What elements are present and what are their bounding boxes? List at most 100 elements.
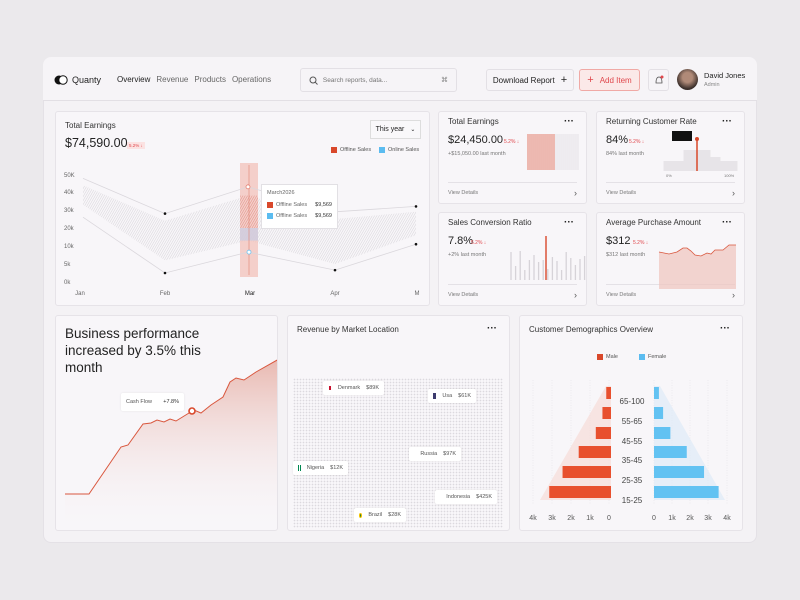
notifications-button[interactable] [648, 69, 669, 91]
location-name: Nigeria [306, 465, 325, 471]
search-box[interactable]: ⌘ [300, 68, 457, 92]
tooltip-label: Offline Sales [276, 202, 308, 208]
legend-swatch [639, 354, 645, 360]
card-title: Total Earnings [448, 117, 499, 126]
location-indonesia[interactable]: Indonesia $425K [435, 490, 497, 504]
view-details-link[interactable]: View Details [448, 190, 479, 196]
bell-icon [655, 75, 663, 83]
download-report-button[interactable]: Download Report + [486, 69, 574, 91]
location-nigeria[interactable]: Nigeria $12K [293, 461, 348, 475]
chevron-right-icon[interactable]: › [574, 290, 577, 300]
plus-icon: + [560, 74, 568, 86]
market-card: Revenue by Market Location ··· Denmark $8… [287, 315, 510, 531]
legend-online: Online Sales [379, 147, 419, 153]
legend-offline: Offline Sales [331, 147, 371, 153]
legend-swatch [597, 354, 603, 360]
female-bar [654, 387, 659, 399]
x-tick-label: Jan [75, 291, 85, 297]
legend-label: Female [648, 354, 667, 360]
kpi-card: Total Earnings ··· $24,450.00 5.2% ↓ +$1… [438, 111, 587, 204]
legend-male: Male [597, 354, 618, 360]
search-input[interactable] [322, 76, 436, 84]
cashflow-tooltip: Cash Flow +7.8% [121, 393, 184, 411]
legend-swatch [331, 147, 337, 153]
legend-female: Female [639, 354, 666, 360]
nav-products[interactable]: Products [194, 75, 226, 84]
female-axis-tick: 3k [704, 515, 712, 522]
more-icon[interactable]: ··· [487, 323, 497, 334]
tooltip-title: March2026 [267, 190, 295, 196]
kpi-subtext: +$15,050.00 last month [448, 151, 506, 157]
location-name: Russia [420, 451, 438, 457]
more-icon[interactable]: ··· [720, 323, 730, 334]
axis-min: 0% [666, 173, 672, 178]
online-point [333, 268, 337, 272]
chevron-right-icon[interactable]: › [732, 188, 735, 198]
card-title: Customer Demographics Overview [529, 325, 654, 334]
flag-icon [359, 512, 363, 518]
rate-marker-dot [695, 137, 699, 141]
female-bar [654, 486, 719, 498]
age-group-label: 25-35 [622, 476, 643, 485]
nav-revenue[interactable]: Revenue [156, 75, 189, 84]
legend-label: Male [606, 354, 618, 360]
more-icon[interactable]: ··· [564, 116, 574, 127]
y-tick-label: 5k [64, 262, 71, 268]
period-select[interactable]: This year ⌄ [370, 120, 421, 139]
more-icon[interactable]: ··· [722, 217, 732, 228]
location-denmark[interactable]: Denmark $89K [323, 381, 384, 395]
female-axis-tick: 2k [686, 515, 694, 522]
card-title: Average Purchase Amount [606, 218, 702, 227]
location-value: $28K [388, 512, 401, 518]
male-bar [562, 466, 611, 478]
card-title: Sales Conversion Ratio [448, 218, 532, 227]
view-details-link[interactable]: View Details [448, 292, 479, 298]
male-axis-tick: 0 [607, 515, 611, 522]
x-tick-label: Apr [330, 291, 339, 297]
view-details-link[interactable]: View Details [606, 190, 637, 196]
kpi-card: Sales Conversion Ratio ··· 7.8% 5.2% ↓ +… [438, 212, 587, 306]
tooltip-value: $9,569 [315, 213, 332, 219]
brand-logo[interactable]: Quanty [54, 75, 101, 85]
y-tick-label: 10k [64, 244, 75, 250]
kpi-card: Returning Customer Rate ··· 84% 5.2% ↓ 8… [596, 111, 745, 204]
legend-swatch [379, 147, 385, 153]
more-icon[interactable]: ··· [722, 116, 732, 127]
nav-overview[interactable]: Overview [117, 75, 151, 84]
area-fill [65, 360, 277, 530]
male-axis-tick: 4k [529, 515, 537, 522]
location-name: Brazil [368, 512, 383, 518]
location-brazil[interactable]: Brazil $28K [354, 508, 406, 522]
location-usa[interactable]: Usa $61K [428, 389, 476, 403]
view-details-link[interactable]: View Details [606, 292, 637, 298]
earnings-chart[interactable]: 50K 40k 30k 20k 10k 5k 0k Jan Feb Mar Apr M [0, 0, 800, 310]
location-russia[interactable]: Russia $97K [409, 447, 461, 461]
female-axis-tick: 1k [668, 515, 676, 522]
male-bar [595, 427, 611, 439]
legend-label: Online Sales [388, 147, 420, 153]
divider [448, 182, 577, 183]
download-label: Download Report [492, 75, 555, 85]
population-pyramid: 65-100 55-65 45-55 35-45 25-35 15-25 4k 3k 2k 1k 0… [529, 380, 731, 522]
chevron-right-icon[interactable]: › [574, 188, 577, 198]
divider [606, 182, 735, 183]
user-name: David Jones [704, 71, 746, 80]
performance-headline: Business performance increased by 3.5% t… [65, 326, 201, 375]
tooltip-label: Cash Flow [126, 399, 152, 405]
chevron-right-icon[interactable]: › [732, 290, 735, 300]
add-item-button[interactable]: + Add Item [579, 69, 640, 91]
x-tick-label: M [415, 291, 420, 297]
y-tick-label: 30k [64, 208, 75, 214]
more-icon[interactable]: ··· [564, 217, 574, 228]
kpi-value: $312 [606, 235, 631, 247]
cashflow-line [65, 359, 277, 495]
avatar[interactable] [677, 69, 698, 90]
earnings-value: $74,590.00 [65, 136, 128, 150]
female-bar [654, 466, 705, 478]
change-badge: 5.2% ↓ [127, 142, 145, 149]
location-value: $97K [443, 451, 456, 457]
marker[interactable] [188, 407, 196, 415]
location-value: $425K [476, 494, 492, 500]
nav-operations[interactable]: Operations [231, 75, 272, 84]
flag-icon [298, 465, 301, 471]
